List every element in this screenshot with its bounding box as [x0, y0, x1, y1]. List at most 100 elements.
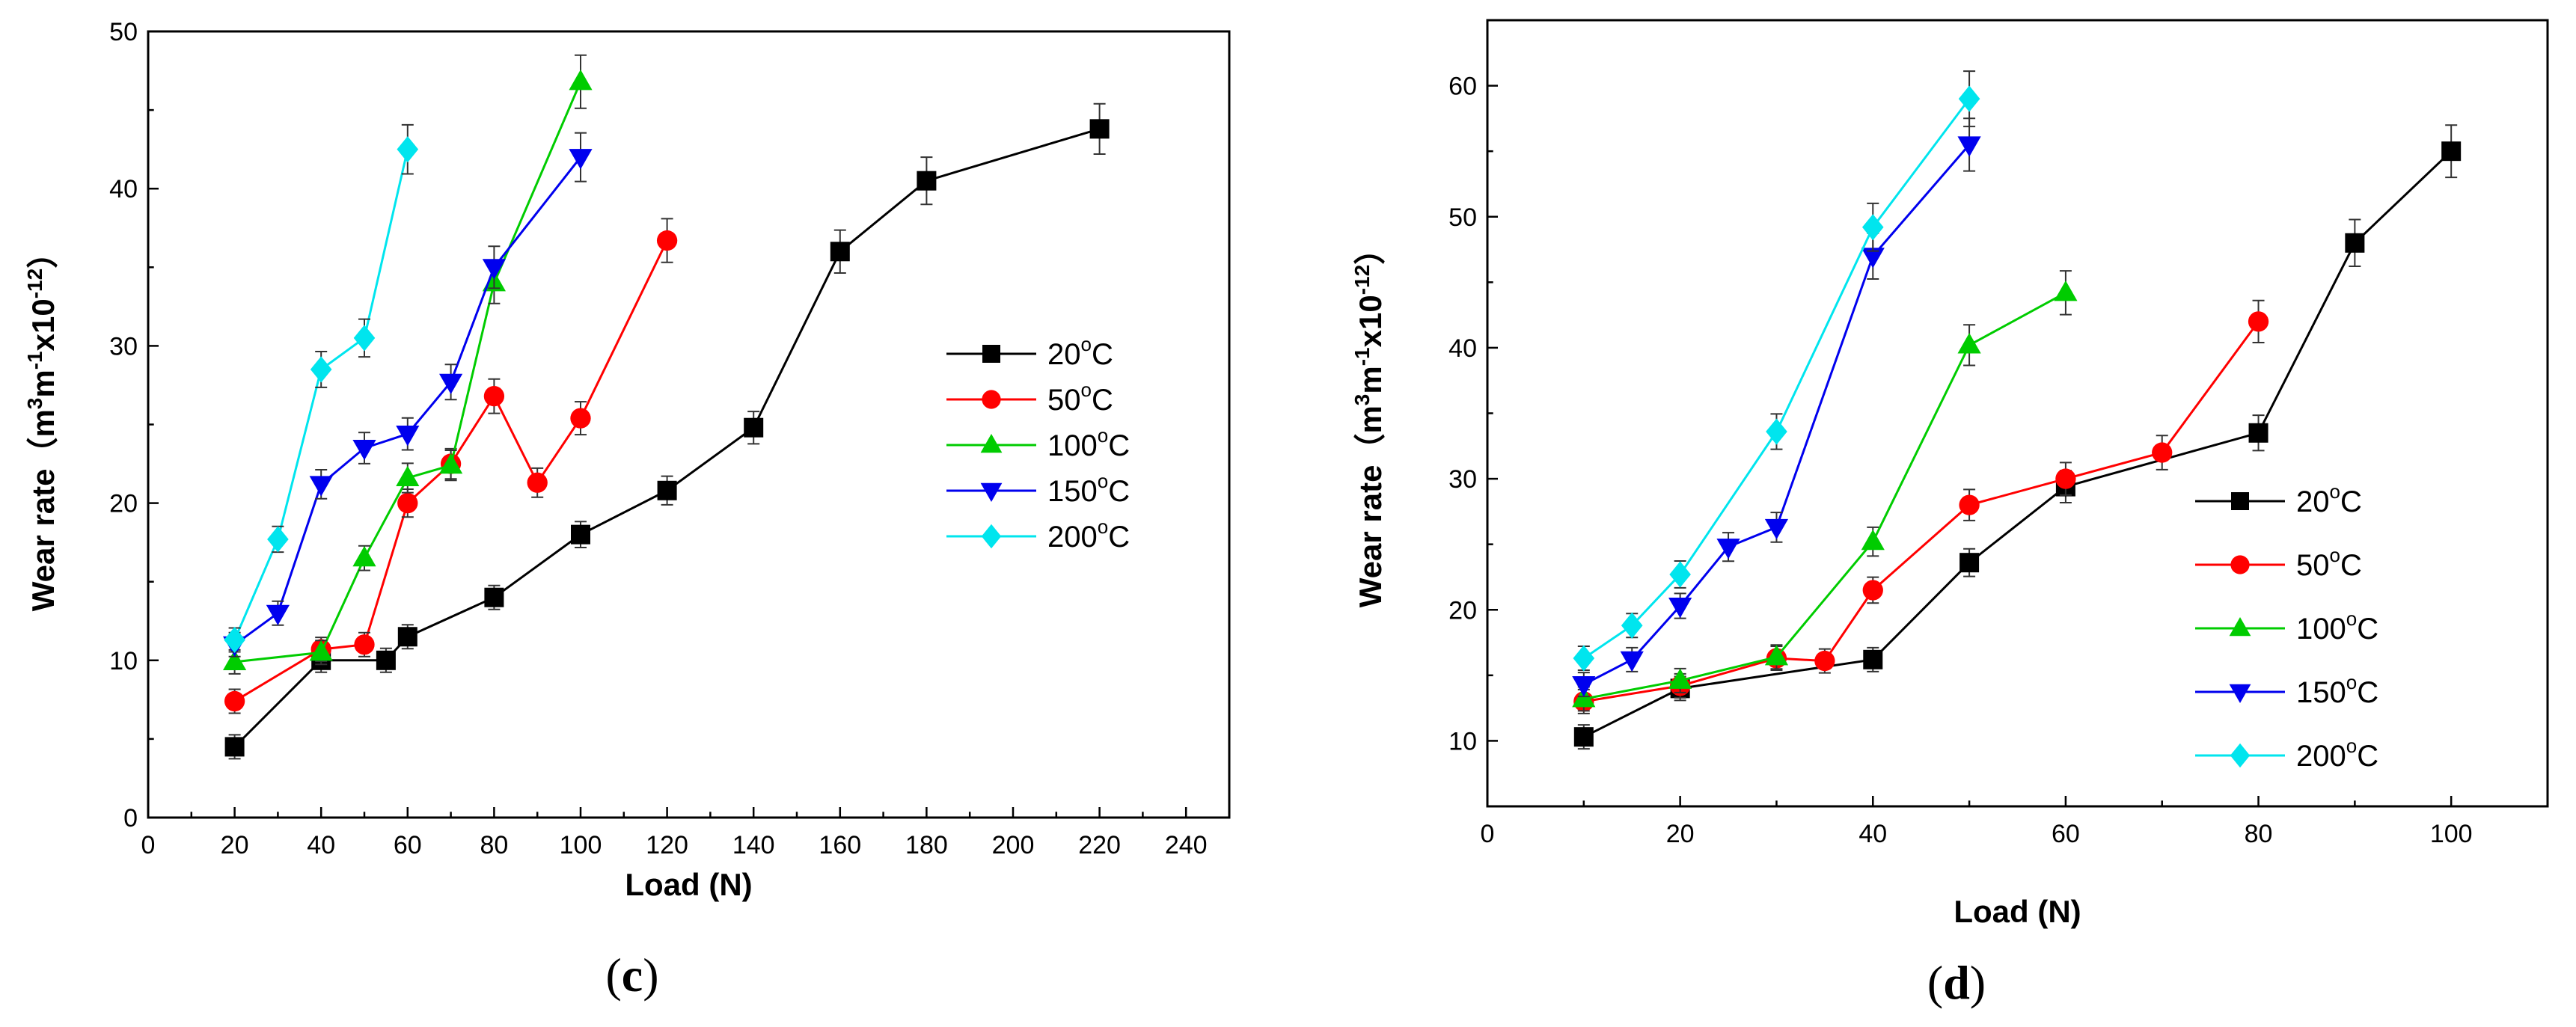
data-point [1957, 333, 1981, 354]
legend-label: 100oC [1047, 424, 1130, 462]
y-axis-label: Wear rate（m3m-1x10-12） [1350, 233, 1388, 607]
legend: 20oC 50oC 100oC 150oC 200oC [2195, 480, 2378, 773]
series-line [1583, 150, 2453, 738]
data-point [224, 737, 245, 757]
series-100C [1572, 270, 2078, 712]
x-tick-label: 100 [2430, 820, 2473, 848]
data-point [223, 649, 247, 670]
x-tick-label: 60 [394, 831, 422, 859]
legend-marker [980, 434, 1003, 453]
y-tick-label: 60 [1448, 73, 1477, 101]
data-point [1668, 668, 1692, 689]
y-tick-label: 50 [1448, 203, 1477, 232]
x-tick-label: 80 [2245, 820, 2273, 848]
legend-label: 200oC [1047, 515, 1130, 554]
data-point [2248, 311, 2269, 332]
x-tick-label: 0 [1481, 820, 1495, 848]
y-tick-label: 40 [109, 175, 138, 203]
data-point [2055, 468, 2076, 489]
series-line [1582, 98, 1971, 660]
data-point [1814, 650, 1835, 672]
x-tick-label: 240 [1165, 831, 1208, 859]
data-point [354, 634, 375, 655]
data-point [1958, 85, 1980, 112]
series-50C [1573, 299, 2269, 714]
data-point [2248, 423, 2268, 443]
panel-c: 0 20 40 60 80 100 120 140 160 180 200 220 240 0 10 20 30… [23, 18, 1231, 1002]
legend-label: 100oC [2296, 607, 2378, 646]
data-point [439, 373, 463, 394]
x-tick-label: 100 [560, 831, 602, 859]
data-point [1861, 248, 1885, 269]
series-20C [1573, 124, 2462, 750]
series-200C [224, 123, 419, 654]
x-tick-label: 120 [646, 831, 688, 859]
data-point [1620, 651, 1644, 672]
data-point [397, 492, 418, 514]
legend-marker [2230, 743, 2251, 768]
y-tick-label: 50 [109, 18, 138, 46]
data-point [1861, 529, 1885, 551]
data-point [830, 242, 850, 262]
y-axis-label: Wear rate（m3m-1x10-12） [23, 237, 61, 611]
data-point [2345, 233, 2365, 253]
panel-d: 0 20 40 60 80 100 10 20 30 40 50 60 Load (N) Wear rat… [1350, 19, 2549, 1009]
data-point [1764, 518, 1789, 540]
data-point [1573, 645, 1595, 672]
data-point [352, 439, 376, 461]
legend-marker [982, 390, 1001, 409]
legend-label: 200oC [2296, 735, 2378, 773]
y-tick-label: 40 [1448, 334, 1477, 363]
series-150C [1572, 117, 1981, 698]
legend-label: 50oC [2296, 544, 2362, 582]
data-point [267, 526, 289, 553]
data-point [1862, 580, 1883, 601]
y-tick-label: 10 [1448, 727, 1477, 755]
data-point [1621, 612, 1643, 639]
data-point [917, 171, 937, 191]
data-point [1957, 136, 1981, 157]
data-point [309, 476, 333, 497]
data-point [1716, 539, 1740, 560]
legend-marker [2229, 617, 2251, 637]
legend-label: 20oC [1047, 333, 1113, 371]
data-point [376, 650, 396, 670]
legend-label: 20oC [2296, 480, 2362, 518]
data-point [1959, 494, 1980, 515]
data-point [570, 408, 591, 429]
x-tick-label: 0 [141, 831, 156, 859]
y-tick-label: 30 [1448, 465, 1477, 494]
data-point [396, 465, 420, 487]
x-axis-label: Load (N) [625, 867, 752, 902]
data-point [1764, 645, 1789, 666]
y-tick-label: 10 [109, 647, 138, 675]
legend-marker [981, 524, 1002, 549]
x-tick-label: 200 [992, 831, 1035, 859]
data-point [1861, 214, 1884, 241]
data-point [397, 136, 419, 163]
data-point [2441, 141, 2462, 162]
y-tick-label: 30 [109, 332, 138, 361]
y-tick-label: 0 [123, 804, 138, 833]
data-point [744, 417, 764, 438]
data-point [2054, 280, 2078, 301]
data-point [1766, 418, 1787, 445]
plot-frame [147, 30, 1231, 819]
x-tick-label: 20 [1666, 820, 1695, 848]
data-point [1863, 649, 1883, 669]
data-point [483, 386, 505, 407]
series-150C [223, 132, 593, 657]
x-tick-label: 60 [2052, 820, 2080, 848]
legend-marker [2230, 555, 2250, 574]
series-line [1583, 320, 2260, 703]
data-point [439, 453, 463, 474]
legend-marker [980, 482, 1003, 502]
x-tick-label: 180 [905, 831, 948, 859]
x-tick-label: 40 [1858, 820, 1887, 848]
panel-label: (d) [1927, 956, 1986, 1009]
data-point [657, 480, 677, 500]
data-point [224, 626, 245, 654]
data-point [397, 627, 417, 647]
series-line [233, 156, 582, 646]
